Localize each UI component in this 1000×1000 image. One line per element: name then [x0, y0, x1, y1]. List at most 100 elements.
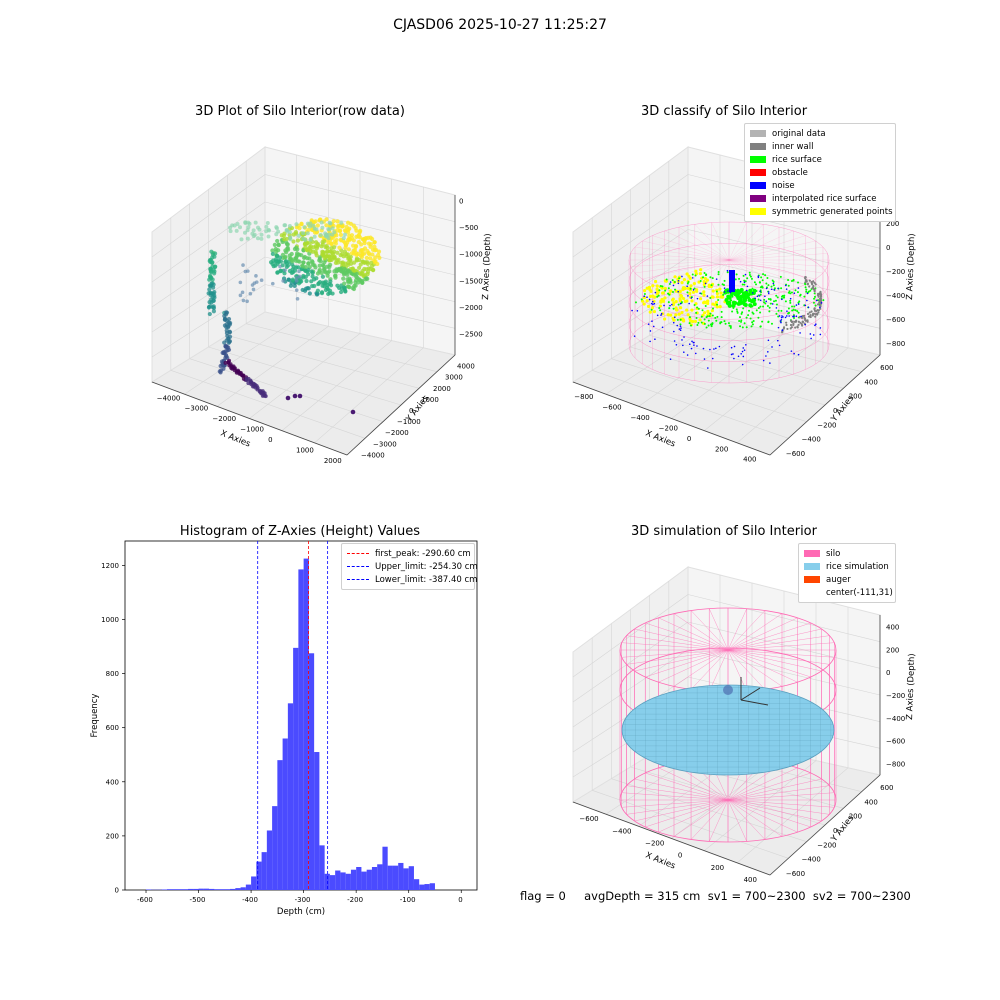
- simulation-legend: silo rice simulation auger center(-111,31): [798, 543, 896, 603]
- plot2-xtick: −200: [659, 424, 678, 432]
- data-point: [788, 315, 790, 317]
- data-point: [284, 228, 289, 233]
- data-point: [655, 284, 659, 288]
- data-point: [778, 315, 781, 317]
- data-point: [305, 231, 310, 236]
- data-point: [664, 289, 667, 292]
- data-point: [649, 330, 652, 332]
- data-point: [705, 316, 708, 319]
- data-point: [729, 291, 732, 294]
- center-marker: [723, 685, 733, 695]
- data-point: [653, 279, 658, 284]
- data-point: [819, 304, 822, 307]
- data-point: [738, 316, 741, 319]
- data-point: [248, 291, 253, 296]
- plot2-zlabel: Z Axies (Depth): [905, 233, 917, 300]
- histogram-bar: [240, 887, 246, 890]
- data-point: [238, 280, 243, 285]
- plot4-ztick: −600: [886, 738, 905, 746]
- data-point: [680, 281, 684, 285]
- data-point: [286, 277, 292, 282]
- legend-item: original data: [750, 127, 890, 140]
- data-point: [651, 300, 654, 303]
- data-point: [730, 346, 733, 349]
- data-point: [699, 279, 702, 282]
- x-tick-label: 0: [458, 896, 462, 904]
- data-point: [719, 291, 723, 295]
- data-point: [372, 248, 378, 253]
- data-point: [813, 297, 816, 300]
- plot2-ztick: −200: [886, 268, 905, 276]
- data-point: [668, 283, 671, 286]
- data-point: [253, 220, 258, 225]
- data-point: [719, 321, 722, 324]
- data-point: [291, 239, 296, 244]
- data-point: [702, 311, 707, 315]
- plot4-ztick: −200: [886, 692, 905, 700]
- data-point: [345, 220, 351, 225]
- data-point: [347, 285, 352, 290]
- legend-label: interpolated rice surface: [772, 193, 877, 204]
- y-tick-label: 1200: [101, 562, 119, 570]
- data-point: [749, 317, 752, 320]
- plot4-ztick: −800: [886, 761, 905, 769]
- plot4-ytick: −400: [802, 856, 821, 864]
- data-point: [250, 283, 255, 287]
- data-point: [709, 297, 712, 300]
- plot2-title: 3D classify of Silo Interior: [640, 104, 808, 119]
- data-point: [690, 324, 693, 327]
- data-point: [792, 278, 795, 281]
- data-point: [297, 269, 301, 274]
- data-point: [254, 280, 259, 284]
- data-point: [649, 289, 653, 293]
- data-point: [342, 285, 347, 290]
- data-point: [660, 314, 662, 316]
- data-point: [671, 291, 674, 294]
- data-point: [656, 314, 659, 317]
- legend-item: interpolated rice surface: [750, 192, 890, 205]
- data-point: [811, 314, 814, 317]
- data-point: [731, 310, 734, 313]
- data-point: [262, 393, 267, 398]
- data-point: [336, 223, 341, 228]
- data-point: [686, 313, 690, 317]
- data-point: [715, 290, 718, 293]
- data-point: [789, 297, 792, 300]
- plot1-xtick: −1000: [240, 426, 264, 434]
- data-point: [787, 284, 790, 287]
- data-point: [793, 305, 796, 308]
- data-point: [795, 315, 798, 318]
- plot4-ztick: −400: [886, 715, 905, 723]
- data-point: [814, 315, 817, 318]
- data-point: [707, 283, 711, 287]
- data-point: [715, 291, 719, 296]
- data-point: [807, 306, 810, 309]
- data-point: [301, 260, 306, 265]
- data-point: [685, 272, 689, 276]
- data-point: [792, 308, 795, 311]
- data-point: [772, 282, 775, 285]
- data-point: [805, 290, 808, 293]
- data-point: [748, 288, 753, 293]
- histogram-bar: [251, 876, 257, 890]
- data-point: [335, 219, 340, 224]
- data-point: [283, 268, 287, 272]
- legend-label: rice simulation: [826, 561, 889, 572]
- data-point: [765, 282, 768, 285]
- data-point: [310, 260, 315, 265]
- data-point: [739, 280, 742, 283]
- data-point: [325, 264, 330, 269]
- data-point: [798, 300, 801, 303]
- data-point: [325, 285, 330, 290]
- data-point: [780, 309, 783, 312]
- legend-line: [347, 566, 369, 567]
- data-point: [688, 291, 692, 296]
- data-point: [786, 310, 788, 312]
- data-point: [353, 244, 358, 249]
- data-point: [710, 325, 713, 328]
- data-point: [282, 271, 287, 276]
- data-point: [683, 351, 685, 353]
- data-point: [648, 294, 653, 298]
- data-point: [759, 293, 762, 296]
- data-point: [222, 313, 227, 319]
